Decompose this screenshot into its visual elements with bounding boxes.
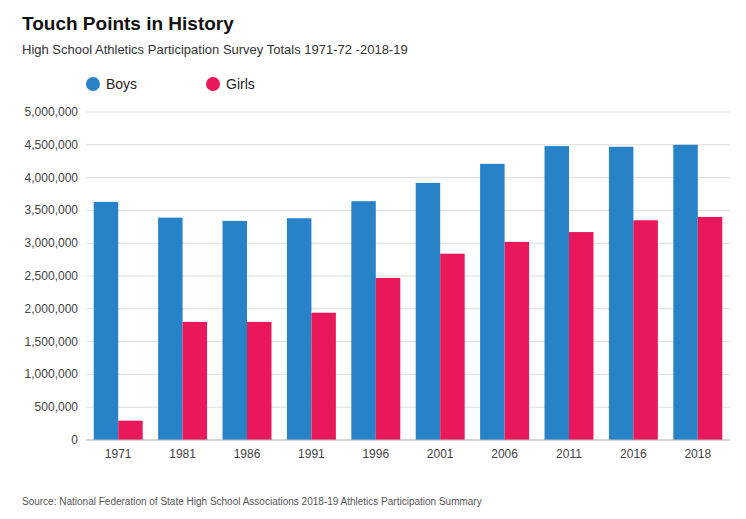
y-tick-label: 3,500,000	[25, 203, 79, 217]
bar	[247, 322, 271, 440]
y-axis: 0 500,000 1,000,000 1,500,000 2,000,000 2,500…	[25, 105, 730, 447]
x-tick-label: 2018	[684, 447, 711, 461]
bar	[698, 217, 722, 440]
legend-label: Boys	[106, 76, 137, 92]
y-tick-label: 4,000,000	[25, 171, 79, 185]
bar	[416, 183, 440, 440]
bar	[351, 201, 375, 440]
bar	[311, 313, 335, 440]
bar	[545, 146, 569, 440]
x-tick-label: 1991	[298, 447, 325, 461]
bar	[480, 164, 504, 440]
x-tick-label: 1986	[234, 447, 261, 461]
grid-line	[86, 177, 730, 178]
bar	[673, 145, 697, 440]
bar	[440, 254, 464, 440]
bar	[94, 202, 118, 440]
bar	[223, 221, 247, 440]
y-tick-label: 4,500,000	[25, 138, 79, 152]
x-tick-label: 2016	[620, 447, 647, 461]
x-axis-line	[86, 440, 730, 441]
bars	[94, 145, 723, 440]
bar	[287, 218, 311, 440]
x-tick-label: 2011	[556, 447, 582, 461]
y-tick-label: 500,000	[35, 400, 79, 414]
chart: Touch Points in History High School Athle…	[0, 0, 746, 519]
title: Touch Points in History	[22, 13, 234, 34]
y-tick-label: 5,000,000	[25, 105, 79, 119]
bar	[183, 322, 207, 440]
y-tick-label: 1,500,000	[25, 335, 79, 349]
bar	[633, 220, 657, 440]
bar	[118, 421, 142, 440]
subtitle: High School Athletics Participation Surv…	[22, 42, 408, 57]
grid-line	[86, 144, 730, 145]
source-note: Source: National Federation of State Hig…	[22, 496, 482, 507]
grid-line	[86, 210, 730, 211]
bar	[376, 278, 400, 440]
grid-line	[86, 440, 730, 441]
legend: Boys Girls	[86, 76, 255, 92]
legend-marker	[86, 77, 100, 91]
y-tick-label: 2,500,000	[25, 269, 79, 283]
legend-marker	[206, 77, 220, 91]
y-tick-label: 0	[71, 433, 78, 447]
y-tick-label: 2,000,000	[25, 302, 79, 316]
x-axis: 1971 1981 1986 1991 1996 2001 2006 2011 2016 2018	[86, 440, 730, 461]
bar	[609, 147, 633, 440]
x-tick-label: 1971	[105, 447, 132, 461]
x-tick-label: 1981	[169, 447, 196, 461]
x-tick-label: 2006	[491, 447, 518, 461]
bar	[505, 242, 529, 440]
grid-line	[86, 112, 730, 113]
y-tick-label: 3,000,000	[25, 236, 79, 250]
legend-label: Girls	[226, 76, 255, 92]
bar	[158, 218, 182, 440]
x-tick-label: 1996	[362, 447, 389, 461]
bar	[569, 232, 593, 440]
x-tick-label: 2001	[427, 447, 454, 461]
y-tick-label: 1,000,000	[25, 367, 79, 381]
